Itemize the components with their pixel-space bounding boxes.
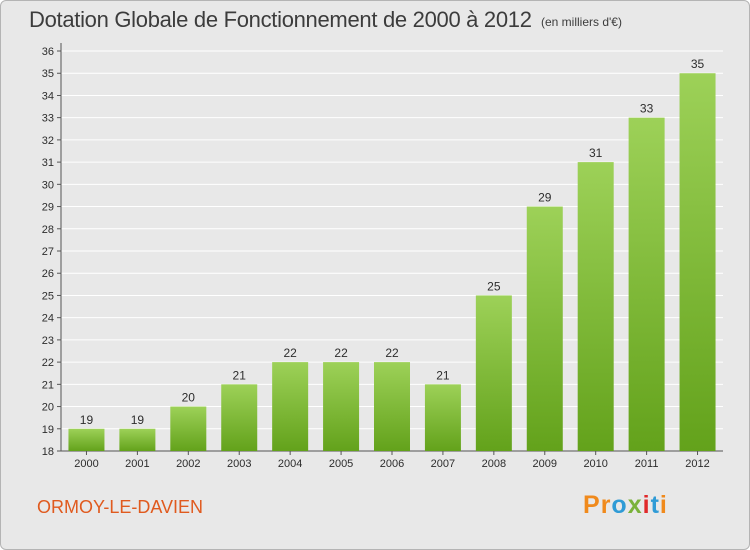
bar [170, 406, 207, 451]
bar [577, 162, 614, 451]
y-tick-label: 25 [42, 290, 54, 302]
bar-value-label: 35 [691, 57, 705, 71]
bar-value-label: 22 [283, 346, 297, 360]
bar-value-label: 21 [436, 368, 450, 382]
y-tick-label: 22 [42, 357, 54, 369]
bar-value-label: 33 [640, 102, 654, 116]
bar [475, 295, 512, 451]
logo-letter: t [650, 491, 660, 519]
x-tick-label: 2008 [482, 458, 506, 470]
y-tick-label: 34 [42, 90, 54, 102]
y-tick-label: 28 [42, 224, 54, 236]
bar [374, 362, 410, 451]
x-tick-label: 2009 [533, 458, 557, 470]
bar [679, 73, 716, 451]
logo-letter: x [627, 491, 643, 519]
y-tick-label: 18 [42, 446, 54, 458]
bar [526, 206, 563, 451]
x-tick-label: 2010 [583, 458, 607, 470]
y-tick-label: 29 [42, 202, 54, 214]
bar-value-label: 29 [538, 191, 552, 205]
bar-value-label: 19 [80, 413, 94, 427]
y-tick-label: 26 [42, 268, 54, 280]
y-tick-label: 31 [42, 157, 54, 169]
y-tick-label: 32 [42, 135, 54, 147]
x-tick-label: 2007 [431, 458, 455, 470]
bar [119, 428, 156, 451]
bar [323, 362, 360, 451]
y-tick-label: 27 [42, 246, 54, 258]
bar-value-label: 22 [385, 346, 399, 360]
logo-letter: P [583, 491, 601, 519]
chart-unit: (en milliers d'€) [541, 15, 622, 29]
y-tick-label: 30 [42, 179, 54, 191]
logo-letter: r [600, 491, 612, 519]
y-tick-label: 36 [42, 46, 54, 58]
x-tick-label: 2005 [329, 458, 353, 470]
x-tick-label: 2003 [227, 458, 251, 470]
bar-value-label: 21 [233, 368, 247, 382]
bar-value-label: 25 [487, 279, 501, 293]
bar [628, 117, 665, 452]
bar-value-label: 20 [182, 391, 196, 405]
y-tick-label: 35 [42, 68, 54, 80]
x-tick-label: 2001 [125, 458, 149, 470]
x-tick-label: 2012 [685, 458, 709, 470]
bar [68, 428, 105, 451]
proxiti-logo: Proxiti [583, 491, 668, 520]
bar [272, 362, 309, 451]
x-tick-label: 2011 [635, 458, 659, 470]
bar-value-label: 19 [131, 413, 145, 427]
x-tick-label: 2006 [380, 458, 404, 470]
logo-letter: i [659, 491, 668, 519]
y-tick-label: 20 [42, 402, 54, 414]
bar [221, 384, 258, 451]
y-tick-label: 19 [42, 424, 54, 436]
y-tick-label: 24 [42, 313, 54, 325]
y-tick-label: 21 [42, 379, 54, 391]
x-tick-label: 2002 [176, 458, 200, 470]
bar [424, 384, 461, 451]
bar-value-label: 31 [589, 146, 603, 160]
commune-name: ORMOY-LE-DAVIEN [37, 497, 204, 517]
y-tick-label: 33 [42, 113, 54, 125]
logo-letter: o [611, 491, 628, 519]
x-tick-label: 2004 [278, 458, 302, 470]
chart-title: Dotation Globale de Fonctionnement de 20… [29, 7, 532, 32]
y-tick-label: 23 [42, 335, 54, 347]
x-tick-label: 2000 [74, 458, 98, 470]
bar-value-label: 22 [334, 346, 348, 360]
logo-letter: i [642, 491, 651, 519]
